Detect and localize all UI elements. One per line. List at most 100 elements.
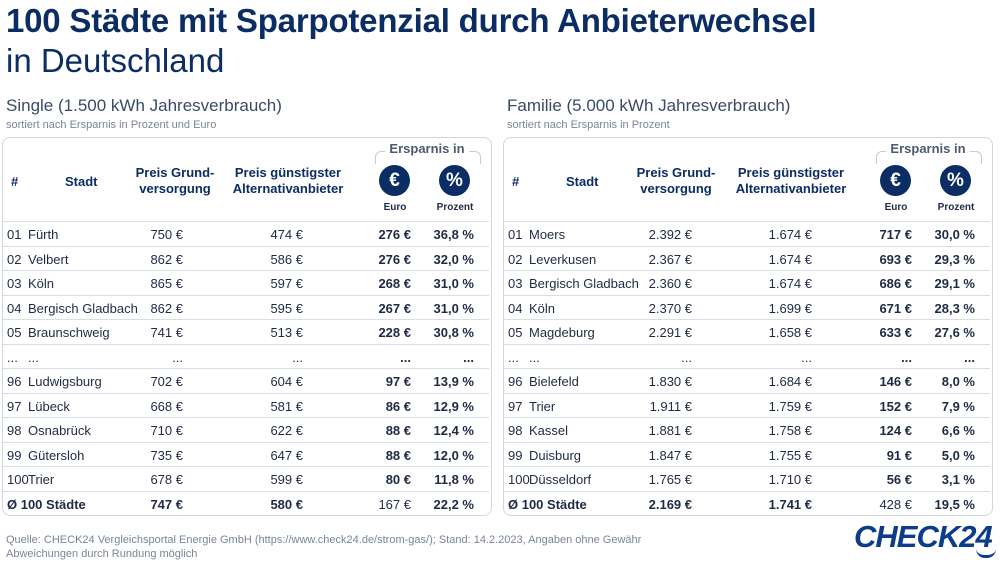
savings-euro-cell: ... bbox=[400, 349, 411, 365]
savings-euro-cell: 88 € bbox=[385, 447, 411, 463]
savings-euro-cell: 693 € bbox=[879, 251, 912, 267]
alt-price-cell: 622 € bbox=[270, 423, 303, 438]
city-cell: ... bbox=[529, 349, 540, 365]
alt-price-cell: 1.755 € bbox=[768, 447, 812, 463]
rounding-note: Abweichungen durch Rundung möglich bbox=[6, 548, 198, 560]
city-cell: Duisburg bbox=[529, 447, 582, 463]
rank-cell: 05 bbox=[508, 325, 523, 340]
rank-cell: 98 bbox=[7, 423, 22, 438]
savings-euro-cell: 146 € bbox=[879, 374, 912, 389]
savings-percent-cell: ... bbox=[964, 349, 975, 365]
alt-price-cell: 1.759 € bbox=[768, 398, 812, 414]
city-cell: Fürth bbox=[28, 227, 59, 242]
savings-percent-cell: 5,0 % bbox=[941, 447, 975, 463]
rank-cell: 97 bbox=[7, 398, 22, 414]
table-row: 99 Duisburg 1.847 € 1.755 € 91 € 5,0 % bbox=[504, 441, 990, 467]
savings-percent-cell: 13,9 % bbox=[433, 374, 474, 389]
col-header-rank: # bbox=[512, 174, 520, 189]
alt-price-cell: 1.758 € bbox=[768, 423, 812, 438]
table-row: .................. bbox=[3, 343, 489, 369]
savings-percent-cell: 12,9 % bbox=[433, 398, 474, 414]
table-row: .................. bbox=[504, 343, 990, 369]
euro-icon: € bbox=[880, 165, 911, 196]
savings-euro-cell: 686 € bbox=[879, 276, 912, 291]
alt-price-cell: 604 € bbox=[270, 374, 303, 389]
savings-percent-cell: 27,6 % bbox=[934, 325, 975, 340]
col-header-alt-price: Preis günstigster Alternativanbieter bbox=[232, 165, 344, 196]
savings-euro-cell: 97 € bbox=[385, 374, 411, 389]
table-box: # Stadt Preis Grund- versorgung Preis günst… bbox=[503, 137, 993, 516]
savings-euro-cell: 167 € bbox=[378, 496, 411, 512]
city-cell: Leverkusen bbox=[529, 251, 597, 267]
alt-price-cell: 1.658 € bbox=[768, 325, 812, 340]
base-price-cell: 1.911 € bbox=[649, 398, 692, 414]
savings-percent-cell: 11,8 % bbox=[434, 472, 474, 487]
rank-cell: 100 bbox=[508, 472, 530, 487]
page-subtitle: in Deutschland bbox=[6, 42, 225, 79]
table-row: 98 Kassel 1.881 € 1.758 € 124 € 6,6 % bbox=[504, 417, 990, 442]
source-line: Quelle: CHECK24 Vergleichsportal Energie… bbox=[6, 534, 642, 546]
alt-price-cell: ... bbox=[801, 349, 812, 365]
table-row: 05 Magdeburg 2.291 € 1.658 € 633 € 27,6 % bbox=[504, 319, 990, 344]
base-price-cell: 2.291 € bbox=[648, 325, 692, 340]
rank-cell: 96 bbox=[7, 374, 22, 389]
col-header-rank: # bbox=[11, 174, 19, 189]
savings-percent-cell: 12,0 % bbox=[433, 447, 474, 463]
table-row: 99 Gütersloh 735 € 647 € 88 € 12,0 % bbox=[3, 441, 489, 467]
table-row: 04 Köln 2.370 € 1.699 € 671 € 28,3 % bbox=[504, 294, 990, 320]
rank-cell: 96 bbox=[508, 374, 523, 389]
savings-percent-cell: 8,0 % bbox=[941, 374, 975, 389]
base-price-cell: 735 € bbox=[150, 447, 183, 463]
alt-price-cell: 597 € bbox=[270, 276, 303, 291]
savings-euro-cell: 633 € bbox=[879, 325, 912, 340]
base-price-cell: 2.169 € bbox=[648, 496, 692, 512]
savings-euro-cell: ... bbox=[901, 349, 912, 365]
savings-euro-cell: 267 € bbox=[378, 300, 411, 316]
savings-header: Ersparnis in bbox=[876, 141, 980, 156]
table-row: 05 Braunschweig 741 € 513 € 228 € 30,8 % bbox=[3, 319, 489, 344]
rank-cell: 01 bbox=[7, 227, 22, 242]
percent-label: Prozent bbox=[436, 202, 474, 213]
base-price-cell: ... bbox=[681, 349, 692, 365]
alt-price-cell: 599 € bbox=[270, 472, 303, 487]
table-row: 01 Fürth 750 € 474 € 276 € 36,8 % bbox=[3, 221, 489, 246]
alt-price-cell: 1.710 € bbox=[768, 472, 812, 487]
city-cell: Osnabrück bbox=[28, 423, 91, 438]
base-price-cell: 1.765 € bbox=[648, 472, 692, 487]
savings-header-label: Ersparnis in bbox=[385, 141, 469, 156]
alt-price-cell: 580 € bbox=[270, 496, 303, 512]
euro-label: Euro bbox=[383, 202, 407, 213]
rank-cell: 03 bbox=[508, 276, 523, 291]
table-row: 96 Ludwigsburg 702 € 604 € 97 € 13,9 % bbox=[3, 368, 489, 393]
city-cell: Gütersloh bbox=[28, 447, 85, 463]
savings-euro-cell: 428 € bbox=[879, 496, 912, 512]
table-body: 01 Moers 2.392 € 1.674 € 717 € 30,0 % 02 Leverk… bbox=[504, 221, 990, 515]
alt-price-cell: 1.684 € bbox=[768, 374, 812, 389]
source-note: Quelle: CHECK24 Vergleichsportal Energie… bbox=[6, 533, 726, 561]
base-price-cell: 2.360 € bbox=[648, 276, 692, 291]
euro-icon: € bbox=[379, 165, 410, 196]
savings-euro-cell: 56 € bbox=[886, 472, 912, 487]
col-header-base-price: Preis Grund- versorgung bbox=[636, 165, 716, 196]
alt-price-cell: 1.674 € bbox=[768, 251, 812, 267]
savings-euro-cell: 276 € bbox=[378, 251, 411, 267]
table-row: 100 Trier 678 € 599 € 80 € 11,8 % bbox=[3, 466, 489, 491]
savings-percent-cell: 7,9 % bbox=[941, 398, 975, 414]
table-box: # Stadt Preis Grund- versorgung Preis günst… bbox=[2, 137, 492, 516]
savings-percent-cell: 31,0 % bbox=[433, 276, 474, 291]
city-cell: Ludwigsburg bbox=[28, 374, 102, 389]
savings-euro-cell: 91 € bbox=[886, 447, 912, 463]
city-cell: Düsseldorf bbox=[529, 472, 592, 487]
base-price-cell: 862 € bbox=[150, 251, 183, 267]
average-label: Ø 100 Städte bbox=[7, 496, 86, 512]
logo-swoosh bbox=[976, 549, 996, 558]
city-cell: Trier bbox=[529, 398, 556, 414]
city-cell: Kassel bbox=[529, 423, 569, 438]
alt-price-cell: 581 € bbox=[270, 398, 303, 414]
family-panel: Familie (5.000 kWh Jahresverbrauch) sort… bbox=[503, 96, 993, 516]
base-price-cell: 2.392 € bbox=[648, 227, 692, 242]
savings-euro-cell: 88 € bbox=[385, 423, 411, 438]
savings-percent-cell: 12,4 % bbox=[433, 423, 474, 438]
table-subtitle: sortiert nach Ersparnis in Prozent bbox=[507, 119, 670, 131]
col-header-city: Stadt bbox=[65, 174, 98, 189]
